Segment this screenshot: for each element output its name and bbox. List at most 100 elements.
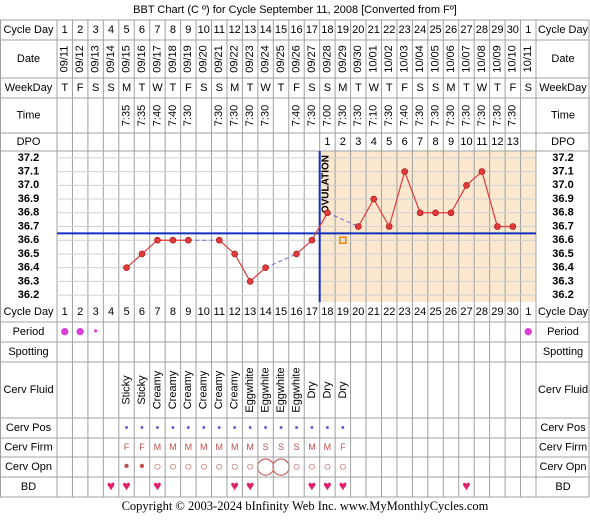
cerv-opn-cell: ○: [169, 458, 177, 473]
temperature-point: [215, 236, 223, 244]
date-cell: 09/25: [275, 45, 287, 73]
y-tick-label: 37.0: [552, 179, 573, 191]
y-tick-label: 36.7: [18, 220, 39, 232]
date-cell: 09/24: [260, 45, 272, 73]
temperature-point: [494, 223, 501, 230]
cycle-day-cell: 14: [259, 306, 271, 318]
cycle-day-cell: 17: [306, 306, 318, 318]
dpo-cell: 13: [507, 136, 519, 148]
cycle-day-cell: 23: [399, 24, 411, 36]
dpo-cell: 3: [355, 136, 361, 148]
weekday-cell: T: [278, 82, 285, 94]
row-label: Cerv Firm: [4, 441, 52, 453]
date-cell: 09/19: [182, 45, 194, 73]
cerv-opn-cell: ○: [308, 458, 316, 473]
cerv-fluid-cell: Eggwhite: [290, 367, 302, 412]
row-label: Spotting: [8, 346, 48, 358]
cycle-day-cell: 3: [93, 306, 99, 318]
cerv-pos-cell: •: [325, 422, 329, 434]
temperature-point: [463, 182, 470, 189]
cerv-firm-cell: M: [154, 442, 162, 452]
cycle-day-cell: 10: [198, 306, 210, 318]
time-cell: 7:40: [167, 105, 179, 126]
cerv-opn-cell: ○: [231, 458, 239, 473]
cerv-opn-cell: ○: [200, 458, 208, 473]
y-tick-label: 36.3: [18, 275, 39, 287]
dpo-cell: 10: [460, 136, 472, 148]
time-cell: 7:30: [445, 105, 457, 126]
time-cell: 7:40: [399, 105, 411, 126]
cycle-day-cell: 12: [229, 24, 241, 36]
cerv-opn-cell: ○: [215, 458, 223, 473]
cycle-day-cell: 1: [62, 306, 68, 318]
weekday-cell: T: [170, 82, 177, 94]
row-label: Cycle Day: [3, 306, 54, 318]
y-tick-label: 36.2: [552, 289, 573, 301]
cerv-opn-cell: ○: [184, 458, 192, 473]
row-label: Cycle Day: [3, 24, 54, 36]
temperature-point: [262, 264, 269, 271]
temperature-point: [416, 209, 424, 217]
temperature-point: [432, 209, 439, 217]
period-cell: ●: [523, 321, 533, 340]
row-label: Date: [551, 53, 574, 65]
date-cell: 10/07: [460, 45, 472, 73]
cerv-fluid-cell: Creamy: [198, 370, 210, 409]
cycle-day-cell: 11: [214, 24, 225, 36]
cycle-day-cell: 3: [93, 24, 99, 36]
time-cell: 7:30: [306, 105, 318, 126]
cycle-day-cell: 24: [414, 306, 426, 318]
bd-cell: ♥: [339, 478, 347, 494]
period-cell: •: [94, 324, 98, 338]
weekday-cell: W: [260, 82, 271, 94]
cycle-day-cell: 9: [185, 306, 191, 318]
weekday-cell: S: [308, 82, 315, 94]
row-label: Spotting: [543, 346, 583, 358]
cycle-day-cell: 4: [108, 306, 114, 318]
copyright: Copyright © 2003-2024 bInfinity Web Inc.…: [122, 499, 489, 513]
cerv-opn-cell: •: [139, 458, 145, 475]
date-cell: 09/16: [136, 45, 148, 73]
dpo-cell: 4: [371, 136, 377, 148]
temperature-point: [231, 250, 238, 258]
discarded-point: [339, 236, 347, 244]
date-cell: 09/28: [321, 45, 333, 73]
cycle-day-cell: 27: [460, 306, 472, 318]
period-cell: ●: [75, 321, 85, 340]
chart-title: BBT Chart (C º) for Cycle September 11, …: [133, 4, 457, 16]
row-label: Cerv Opn: [539, 461, 586, 473]
weekday-cell: W: [369, 82, 380, 94]
y-tick-label: 36.6: [552, 234, 573, 246]
gap-connector: [265, 253, 297, 269]
dpo-cell: 8: [433, 136, 439, 148]
cycle-day-cell: 11: [214, 306, 225, 318]
time-cell: 7:30: [414, 105, 426, 126]
date-cell: 09/15: [120, 45, 132, 73]
date-cell: 10/04: [414, 45, 426, 73]
time-cell: 7:30: [244, 105, 256, 126]
time-cell: 7:30: [260, 105, 272, 126]
dpo-cell: 6: [402, 136, 408, 148]
weekday-cell: S: [432, 82, 439, 94]
cerv-firm-cell: F: [139, 442, 145, 452]
weekday-cell: M: [446, 82, 455, 94]
temperature-point: [401, 168, 408, 175]
row-label: Time: [551, 109, 575, 121]
weekday-cell: T: [355, 82, 362, 94]
bd-cell: ♥: [231, 478, 239, 494]
cycle-day-cell: 1: [525, 24, 531, 36]
row-label: Time: [16, 109, 40, 121]
date-cell: 10/09: [491, 45, 503, 73]
cerv-pos-cell: •: [310, 422, 314, 434]
weekday-cell: F: [509, 82, 516, 94]
bd-cell: ♥: [107, 478, 115, 494]
weekday-cell: M: [338, 82, 347, 94]
y-tick-label: 36.3: [552, 275, 573, 287]
date-cell: 09/21: [213, 45, 225, 73]
cycle-day-cell: 16: [290, 24, 302, 36]
cerv-opn-cell: ◯: [256, 456, 275, 476]
cerv-pos-cell: •: [217, 422, 221, 434]
weekday-cell: T: [494, 82, 501, 94]
date-cell: 09/18: [167, 45, 179, 73]
temperature-point: [138, 250, 146, 258]
